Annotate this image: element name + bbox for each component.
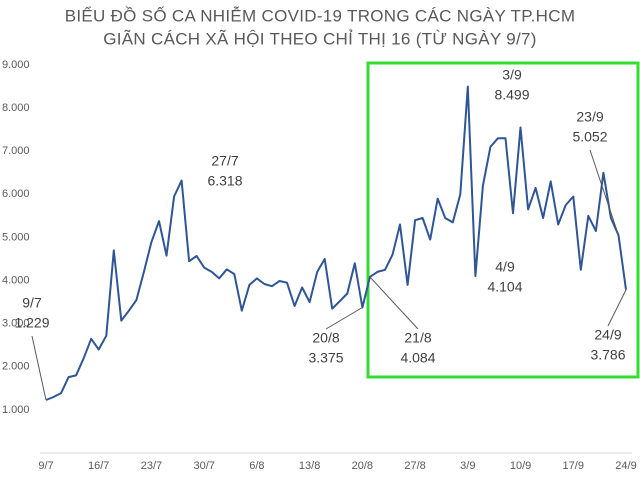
y-tick-label: 9.000 [2, 59, 30, 71]
y-tick-label: 6.000 [2, 188, 30, 200]
y-tick-label: 4.000 [2, 274, 30, 286]
y-tick-label: 5.000 [2, 231, 30, 243]
x-tick-label: 20/8 [352, 460, 373, 472]
annotation-date: 3/9 [502, 67, 522, 83]
x-tick-label: 10/9 [510, 460, 531, 472]
x-tick-label: 27/8 [404, 460, 425, 472]
annotation-date: 27/7 [211, 153, 238, 169]
x-tick-label: 3/9 [460, 460, 475, 472]
x-tick-label: 9/7 [38, 460, 53, 472]
y-tick-label: 8.000 [2, 102, 30, 114]
leader-line [589, 149, 619, 236]
annotation-date: 21/8 [404, 330, 431, 346]
y-tick-label: 3.000 [2, 318, 30, 330]
x-tick-label: 23/7 [141, 460, 162, 472]
x-tick-label: 17/9 [563, 460, 584, 472]
data-line [45, 85, 627, 401]
chart-title: GIÃN CÁCH XÃ HỘI THEO CHỈ THỊ 16 (TỪ NGÀ… [103, 29, 537, 48]
annotation-date: 9/7 [22, 295, 42, 311]
x-tick-label: 30/7 [193, 460, 214, 472]
annotation-value: 6.318 [207, 173, 242, 189]
annotation-value: 4.084 [400, 350, 435, 366]
annotation-value: 4.104 [487, 279, 522, 295]
y-tick-label: 2.000 [2, 361, 30, 373]
x-tick-label: 16/7 [88, 460, 109, 472]
annotation-value: 3.786 [590, 347, 625, 363]
leader-line [607, 289, 627, 327]
y-tick-label: 7.000 [2, 145, 30, 157]
leader-line [369, 276, 419, 330]
annotation-date: 23/9 [576, 109, 603, 125]
x-tick-label: 13/8 [299, 460, 320, 472]
annotation-date: 20/8 [312, 330, 339, 346]
annotation-date: 4/9 [495, 259, 515, 275]
x-tick-label: 24/9 [615, 460, 636, 472]
annotation-value: 3.375 [308, 350, 343, 366]
x-tick-label: 6/8 [249, 460, 264, 472]
leader-line [31, 335, 47, 401]
annotation-value: 8.499 [494, 87, 529, 103]
highlight-box [366, 61, 640, 379]
annotation-value: 5.052 [572, 129, 607, 145]
leader-line [325, 307, 363, 330]
annotation-value: 1.229 [14, 315, 49, 331]
y-tick-label: 1.000 [2, 404, 30, 416]
annotation-date: 24/9 [594, 327, 621, 343]
chart-title: BIỂU ĐỒ SỐ CA NHIỄM COVID-19 TRONG CÁC N… [65, 5, 576, 25]
